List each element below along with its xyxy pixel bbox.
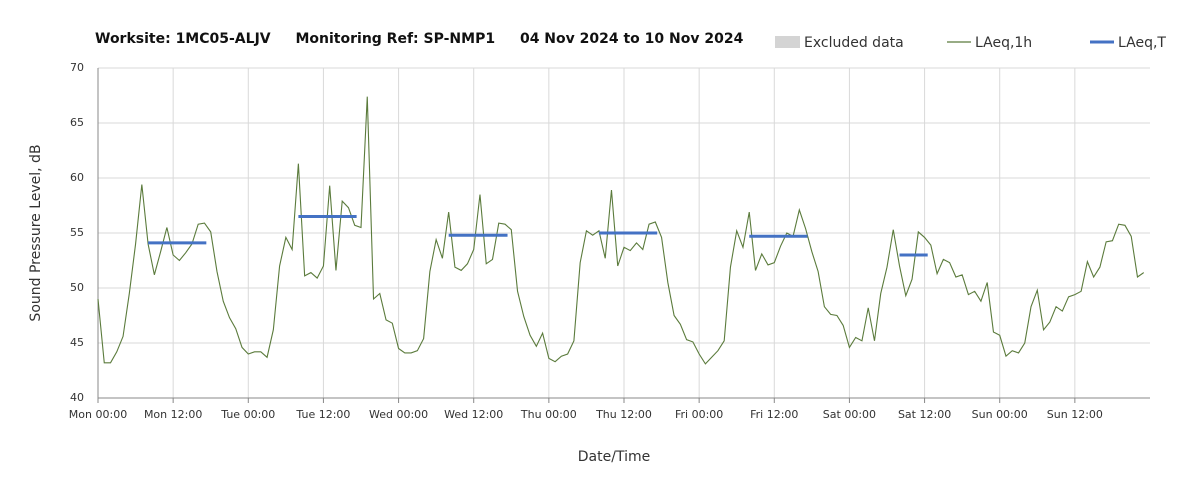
y-tick-label: 70	[70, 61, 84, 74]
chart-title: Worksite: 1MC05-ALJV Monitoring Ref: SP-…	[95, 31, 744, 47]
x-tick-label: Sat 12:00	[898, 408, 951, 421]
y-tick-label: 65	[70, 116, 84, 129]
x-tick-label: Fri 00:00	[675, 408, 723, 421]
x-tick-label: Thu 00:00	[520, 408, 577, 421]
y-tick-label: 55	[70, 226, 84, 239]
y-tick-label: 40	[70, 391, 84, 404]
legend-label: Excluded data	[804, 35, 904, 51]
y-tick-label: 50	[70, 281, 84, 294]
x-tick-label: Tue 00:00	[220, 408, 275, 421]
legend-label: LAeq,1h	[975, 35, 1032, 51]
x-tick-label: Wed 00:00	[369, 408, 428, 421]
x-tick-label: Sat 00:00	[823, 408, 876, 421]
x-tick-label: Mon 12:00	[144, 408, 202, 421]
x-tick-label: Sun 00:00	[972, 408, 1028, 421]
data-line	[97, 96, 1145, 365]
x-tick-label: Mon 00:00	[69, 408, 127, 421]
legend-label: LAeq,T	[1118, 35, 1166, 51]
y-tick-label: 60	[70, 171, 84, 184]
x-axis-label: Date/Time	[578, 449, 650, 465]
title-part: Monitoring Ref: SP-NMP1	[295, 31, 495, 47]
x-tick-label: Sun 12:00	[1047, 408, 1103, 421]
x-tick-label: Wed 12:00	[444, 408, 503, 421]
x-tick-label: Tue 12:00	[295, 408, 350, 421]
y-tick-label: 45	[70, 336, 84, 349]
x-tick-label: Thu 12:00	[595, 408, 652, 421]
title-part: 04 Nov 2024 to 10 Nov 2024	[520, 31, 744, 47]
legend-swatch	[775, 36, 800, 48]
y-axis-label: Sound Pressure Level, dB	[28, 144, 44, 321]
title-part: Worksite: 1MC05-ALJV	[95, 31, 271, 47]
x-tick-label: Fri 12:00	[750, 408, 798, 421]
